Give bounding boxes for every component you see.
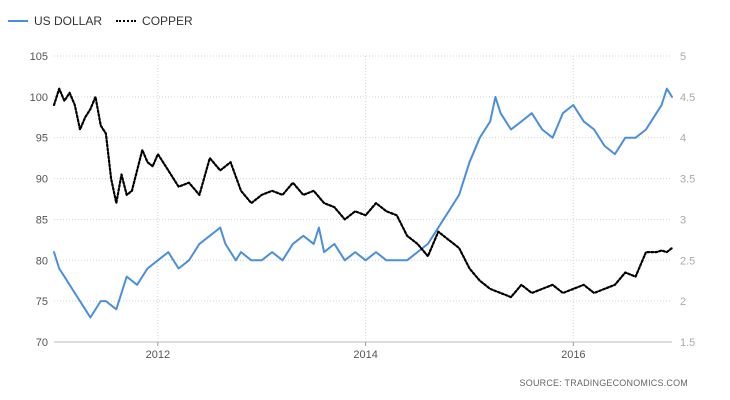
- legend-label-us-dollar: US DOLLAR: [34, 14, 103, 28]
- y-right-tick-label: 2: [680, 296, 686, 308]
- y-right-tick-label: 5: [680, 51, 686, 63]
- y-left-tick-label: 100: [30, 92, 48, 104]
- source-label: SOURCE: TRADINGECONOMICS.COM: [519, 378, 688, 388]
- legend-swatch-us-dollar: [8, 20, 28, 22]
- y-right-tick-label: 3.5: [680, 174, 695, 186]
- y-right-tick-label: 4.5: [680, 92, 695, 104]
- y-right-tick-label: 1.5: [680, 337, 695, 349]
- legend-item-us-dollar: US DOLLAR: [8, 14, 102, 28]
- legend-item-copper: COPPER: [116, 14, 193, 28]
- x-tick-label: 2012: [146, 349, 170, 361]
- legend: US DOLLAR COPPER: [8, 14, 193, 28]
- y-left-tick-label: 85: [36, 214, 48, 226]
- x-tick-label: 2014: [353, 349, 377, 361]
- legend-label-copper: COPPER: [142, 14, 193, 28]
- y-left-tick-label: 90: [36, 174, 48, 186]
- y-right-tick-label: 4: [680, 133, 686, 145]
- y-left-tick-label: 105: [30, 51, 48, 63]
- y-left-tick-label: 75: [36, 296, 48, 308]
- y-left-tick-label: 70: [36, 337, 48, 349]
- y-left-tick-label: 80: [36, 255, 48, 267]
- series-line-copper: [52, 87, 674, 299]
- y-left-tick-label: 95: [36, 133, 48, 145]
- series-line-us-dollar: [53, 87, 673, 319]
- legend-swatch-copper: [116, 20, 137, 22]
- y-right-tick-label: 3: [680, 214, 686, 226]
- x-tick-label: 2016: [561, 349, 585, 361]
- y-right-tick-label: 2.5: [680, 255, 695, 267]
